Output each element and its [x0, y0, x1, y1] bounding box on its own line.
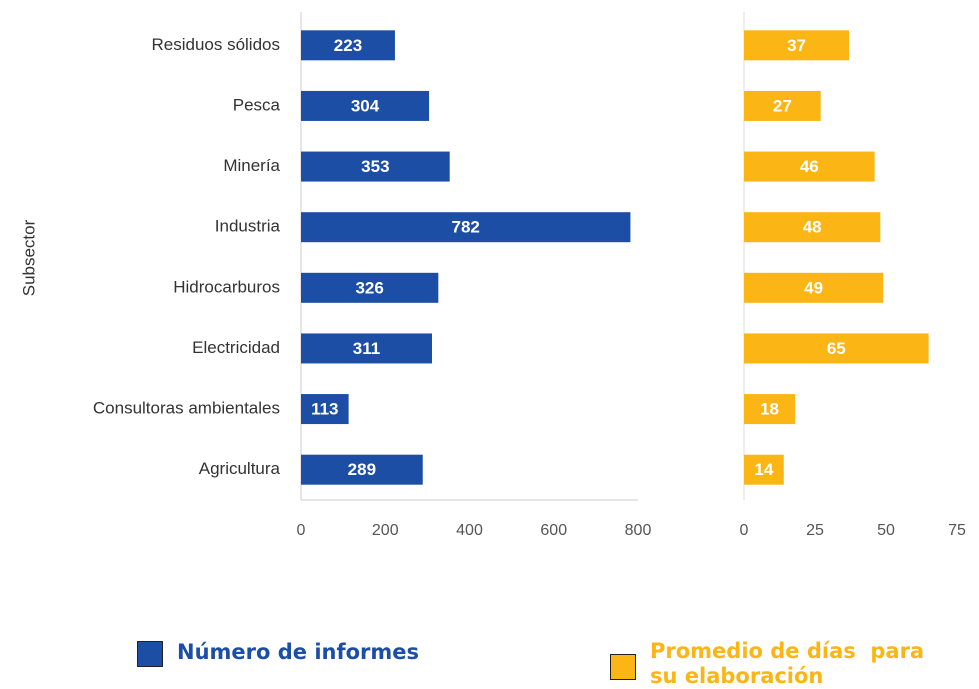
bar — [744, 90, 821, 121]
data-label: 223 — [334, 36, 362, 55]
y-tick-label: Consultoras ambientales — [93, 399, 280, 418]
x-tick-label: 25 — [806, 522, 824, 539]
bar — [301, 394, 349, 425]
bar — [301, 151, 450, 182]
y-axis-label: Subsector — [19, 219, 38, 296]
bar — [744, 212, 881, 243]
data-label: 37 — [787, 36, 806, 55]
legend-swatch — [137, 641, 163, 667]
data-label: 311 — [353, 339, 380, 358]
legend-swatch — [610, 654, 636, 680]
bar — [744, 30, 850, 61]
data-label: 18 — [760, 400, 779, 419]
x-tick-label: 800 — [625, 522, 652, 539]
y-tick-label: Pesca — [233, 95, 281, 114]
legend-item: Promedio de días para su elaboración — [610, 639, 950, 689]
legend-label: Promedio de días para su elaboración — [650, 639, 932, 688]
x-tick-label: 400 — [456, 522, 483, 539]
bar — [744, 272, 884, 303]
y-tick-label: Agricultura — [199, 459, 281, 478]
bar — [744, 151, 875, 182]
data-label: 14 — [754, 460, 773, 479]
y-tick-label: Electricidad — [192, 338, 280, 357]
legend-item: Número de informes — [137, 640, 419, 667]
data-label: 27 — [773, 96, 792, 115]
bar — [301, 333, 433, 364]
bar — [301, 90, 430, 121]
data-label: 113 — [311, 400, 338, 419]
data-label: 49 — [804, 278, 823, 297]
data-label: 46 — [800, 157, 819, 176]
bar — [301, 212, 631, 243]
data-label: 289 — [348, 460, 376, 479]
x-tick-label: 50 — [877, 522, 895, 539]
bar — [744, 333, 929, 364]
y-tick-label: Minería — [223, 156, 280, 175]
bar — [301, 454, 423, 485]
bar — [744, 394, 796, 425]
bar — [301, 30, 395, 61]
x-tick-label: 0 — [740, 522, 749, 539]
data-label: 304 — [351, 96, 380, 115]
y-tick-label: Industria — [215, 217, 281, 236]
bar — [301, 272, 439, 303]
y-tick-label: Residuos sólidos — [151, 35, 280, 54]
x-tick-label: 600 — [540, 522, 567, 539]
data-label: 782 — [452, 218, 480, 237]
x-tick-label: 200 — [372, 522, 399, 539]
x-tick-label: 75 — [948, 522, 966, 539]
bar — [744, 454, 784, 485]
data-label: 326 — [355, 278, 383, 297]
chart: Subsector Residuos sólidos Pesca Minería In… — [19, 12, 966, 539]
data-label: 353 — [361, 157, 389, 176]
data-label: 48 — [803, 218, 822, 237]
legend-label: Número de informes — [177, 640, 420, 664]
x-tick-label: 0 — [297, 522, 306, 539]
data-label: 65 — [827, 339, 846, 358]
y-tick-label: Hidrocarburos — [173, 277, 280, 296]
